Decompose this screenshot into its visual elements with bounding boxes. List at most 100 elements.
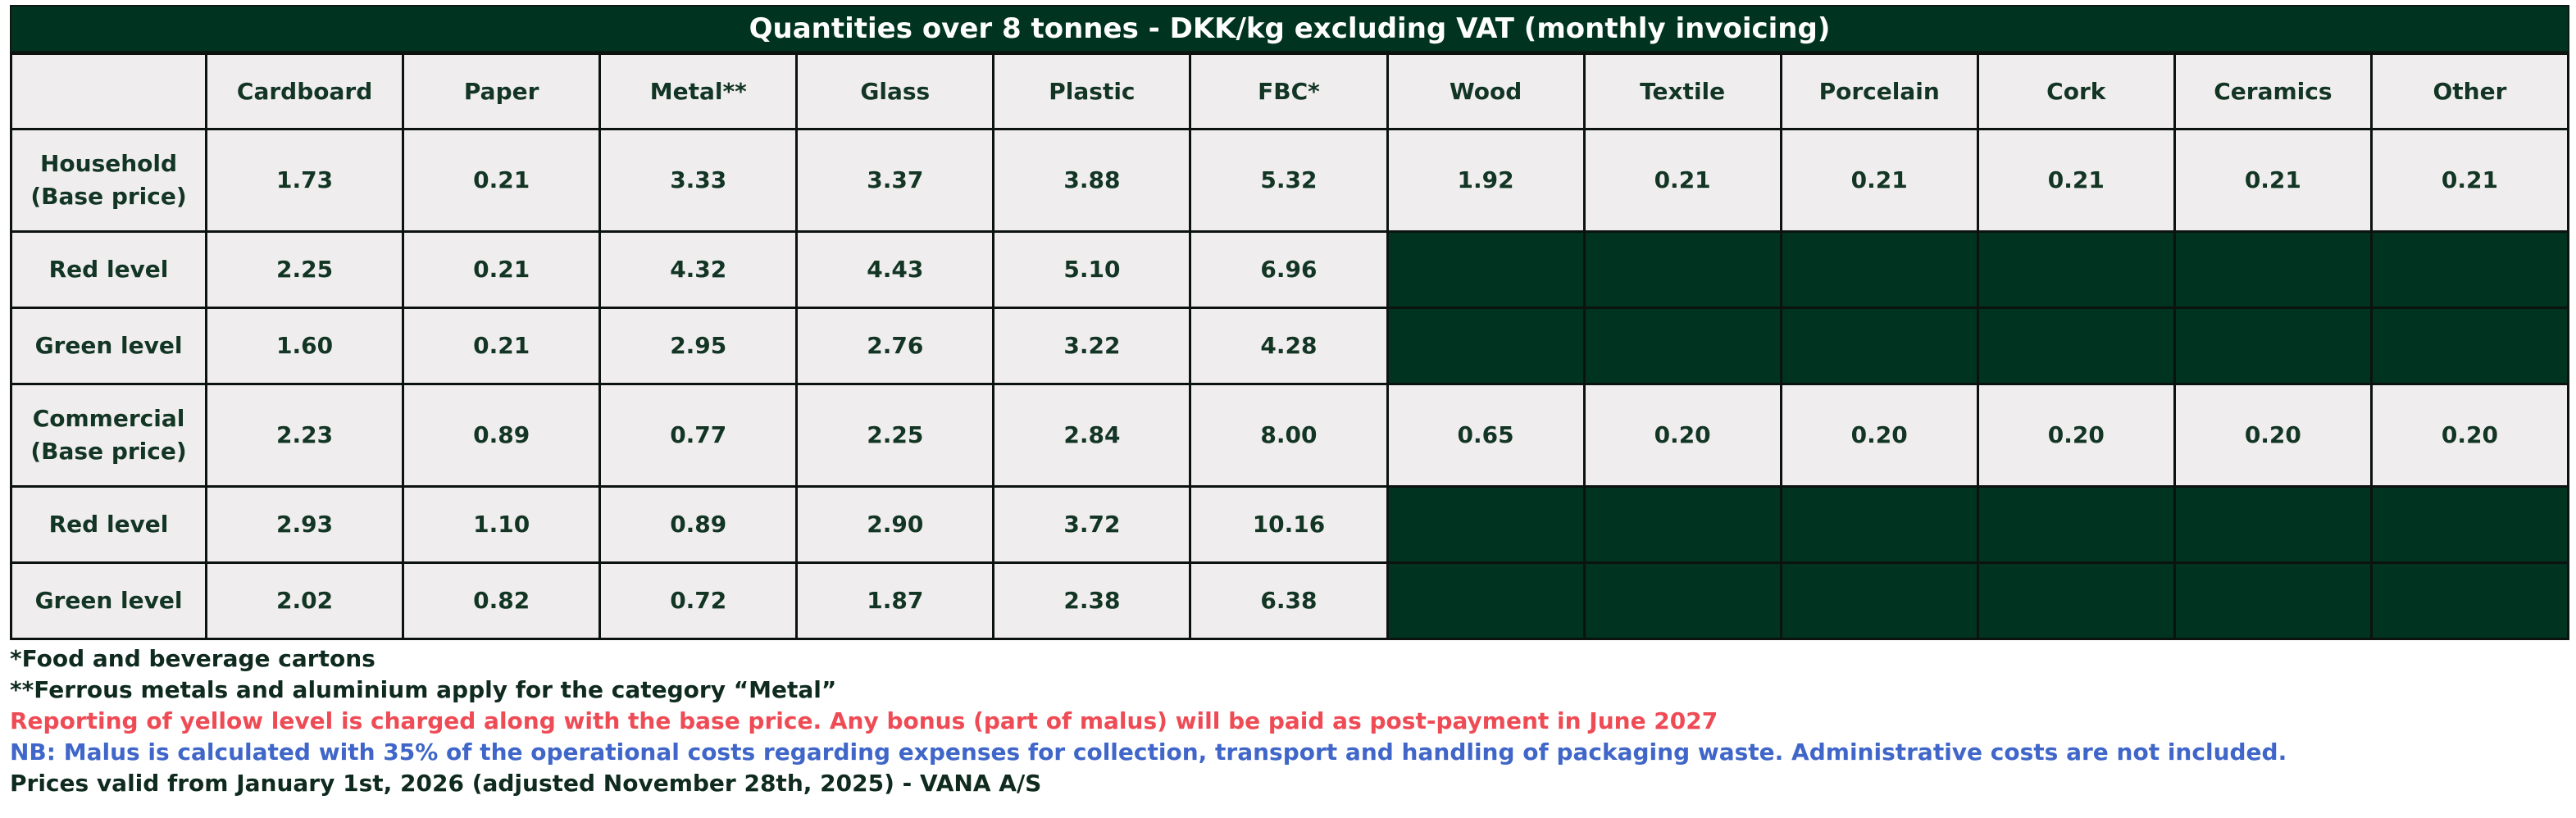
price-cell: 10.16 xyxy=(1189,485,1389,564)
price-cell: 3.72 xyxy=(992,485,1192,564)
empty-cell xyxy=(1779,485,1979,564)
price-cell: 0.21 xyxy=(1582,128,1782,233)
empty-cell xyxy=(1976,230,2176,309)
price-cell: 2.38 xyxy=(992,561,1192,640)
empty-cell xyxy=(1582,561,1782,640)
price-cell: 0.65 xyxy=(1386,383,1586,488)
price-cell: 8.00 xyxy=(1189,383,1389,488)
note-validity: Prices valid from January 1st, 2026 (adj… xyxy=(10,770,1042,797)
row-label: Red level xyxy=(9,485,208,564)
price-cell: 2.90 xyxy=(795,485,995,564)
price-cell: 0.82 xyxy=(402,561,602,640)
footnote-metal: **Ferrous metals and aluminium apply for… xyxy=(10,676,837,703)
price-cell: 0.21 xyxy=(402,128,602,233)
price-cell: 0.20 xyxy=(1582,383,1782,488)
price-cell: 2.84 xyxy=(992,383,1192,488)
price-cell: 2.95 xyxy=(598,307,799,385)
price-cell: 6.96 xyxy=(1189,230,1389,309)
column-header: FBC* xyxy=(1189,52,1389,130)
row-label: Green level xyxy=(9,561,208,640)
empty-cell xyxy=(2369,561,2570,640)
corner-cell xyxy=(9,52,208,130)
empty-cell xyxy=(2173,307,2373,385)
price-cell: 3.88 xyxy=(992,128,1192,233)
table-row-household-base: Household (Base price) 1.73 0.21 3.33 3.3… xyxy=(9,128,2570,233)
column-header: Textile xyxy=(1582,52,1782,130)
price-cell: 2.93 xyxy=(205,485,405,564)
table-row-commercial-base: Commercial (Base price) 2.23 0.89 0.77 2.… xyxy=(9,383,2570,488)
price-sheet: Quantities over 8 tonnes - DKK/kg exclud… xyxy=(9,5,2570,799)
column-header: Cork xyxy=(1976,52,2176,130)
column-header: Ceramics xyxy=(2173,52,2373,130)
price-cell: 5.32 xyxy=(1189,128,1389,233)
empty-cell xyxy=(1779,230,1979,309)
price-cell: 3.22 xyxy=(992,307,1192,385)
price-cell: 1.87 xyxy=(795,561,995,640)
header-row: Cardboard Paper Metal** Glass Plastic FB… xyxy=(9,52,2570,130)
footnote-fbc: *Food and beverage cartons xyxy=(10,645,375,672)
price-cell: 0.77 xyxy=(598,383,799,488)
empty-cell xyxy=(1386,561,1586,640)
column-header: Wood xyxy=(1386,52,1586,130)
empty-cell xyxy=(1976,485,2176,564)
price-cell: 0.20 xyxy=(1779,383,1979,488)
price-cell: 2.02 xyxy=(205,561,405,640)
empty-cell xyxy=(1779,561,1979,640)
price-cell: 0.21 xyxy=(1976,128,2176,233)
price-cell: 6.38 xyxy=(1189,561,1389,640)
empty-cell xyxy=(2173,230,2373,309)
empty-cell xyxy=(2173,485,2373,564)
table-row-household-green: Green level 1.60 0.21 2.95 2.76 3.22 4.2… xyxy=(9,307,2570,385)
price-cell: 1.92 xyxy=(1386,128,1586,233)
empty-cell xyxy=(2173,561,2373,640)
table-row-commercial-green: Green level 2.02 0.82 0.72 1.87 2.38 6.3… xyxy=(9,561,2570,640)
row-label: Household (Base price) xyxy=(9,128,208,233)
column-header: Paper xyxy=(402,52,602,130)
empty-cell xyxy=(1976,561,2176,640)
price-cell: 3.33 xyxy=(598,128,799,233)
price-cell: 0.21 xyxy=(402,230,602,309)
empty-cell xyxy=(2369,485,2570,564)
price-cell: 2.25 xyxy=(205,230,405,309)
empty-cell xyxy=(1582,307,1782,385)
table-row-household-red: Red level 2.25 0.21 4.32 4.43 5.10 6.96 xyxy=(9,230,2570,309)
row-label: Green level xyxy=(9,307,208,385)
price-cell: 2.25 xyxy=(795,383,995,488)
price-cell: 3.37 xyxy=(795,128,995,233)
footnotes: *Food and beverage cartons **Ferrous met… xyxy=(10,643,2569,799)
empty-cell xyxy=(1386,307,1586,385)
empty-cell xyxy=(1582,230,1782,309)
price-cell: 2.76 xyxy=(795,307,995,385)
price-cell: 0.89 xyxy=(598,485,799,564)
empty-cell xyxy=(2369,230,2570,309)
column-header: Glass xyxy=(795,52,995,130)
price-cell: 2.23 xyxy=(205,383,405,488)
price-cell: 5.10 xyxy=(992,230,1192,309)
price-cell: 1.73 xyxy=(205,128,405,233)
column-header: Other xyxy=(2369,52,2570,130)
empty-cell xyxy=(2369,307,2570,385)
table-row-commercial-red: Red level 2.93 1.10 0.89 2.90 3.72 10.16 xyxy=(9,485,2570,564)
price-cell: 0.21 xyxy=(1779,128,1979,233)
empty-cell xyxy=(1386,230,1586,309)
note-malus: NB: Malus is calculated with 35% of the … xyxy=(10,738,2287,766)
price-cell: 0.20 xyxy=(2369,383,2570,488)
column-header: Metal** xyxy=(598,52,799,130)
table-title: Quantities over 8 tonnes - DKK/kg exclud… xyxy=(10,5,2569,52)
price-cell: 4.32 xyxy=(598,230,799,309)
price-cell: 0.72 xyxy=(598,561,799,640)
price-cell: 0.21 xyxy=(2369,128,2570,233)
row-label: Red level xyxy=(9,230,208,309)
price-cell: 4.43 xyxy=(795,230,995,309)
price-cell: 4.28 xyxy=(1189,307,1389,385)
price-cell: 0.89 xyxy=(402,383,602,488)
price-cell: 1.60 xyxy=(205,307,405,385)
empty-cell xyxy=(1779,307,1979,385)
empty-cell xyxy=(1582,485,1782,564)
column-header: Plastic xyxy=(992,52,1192,130)
price-cell: 0.21 xyxy=(2173,128,2373,233)
column-header: Porcelain xyxy=(1779,52,1979,130)
price-table: Cardboard Paper Metal** Glass Plastic FB… xyxy=(9,52,2570,640)
price-cell: 1.10 xyxy=(402,485,602,564)
price-cell: 0.20 xyxy=(1976,383,2176,488)
